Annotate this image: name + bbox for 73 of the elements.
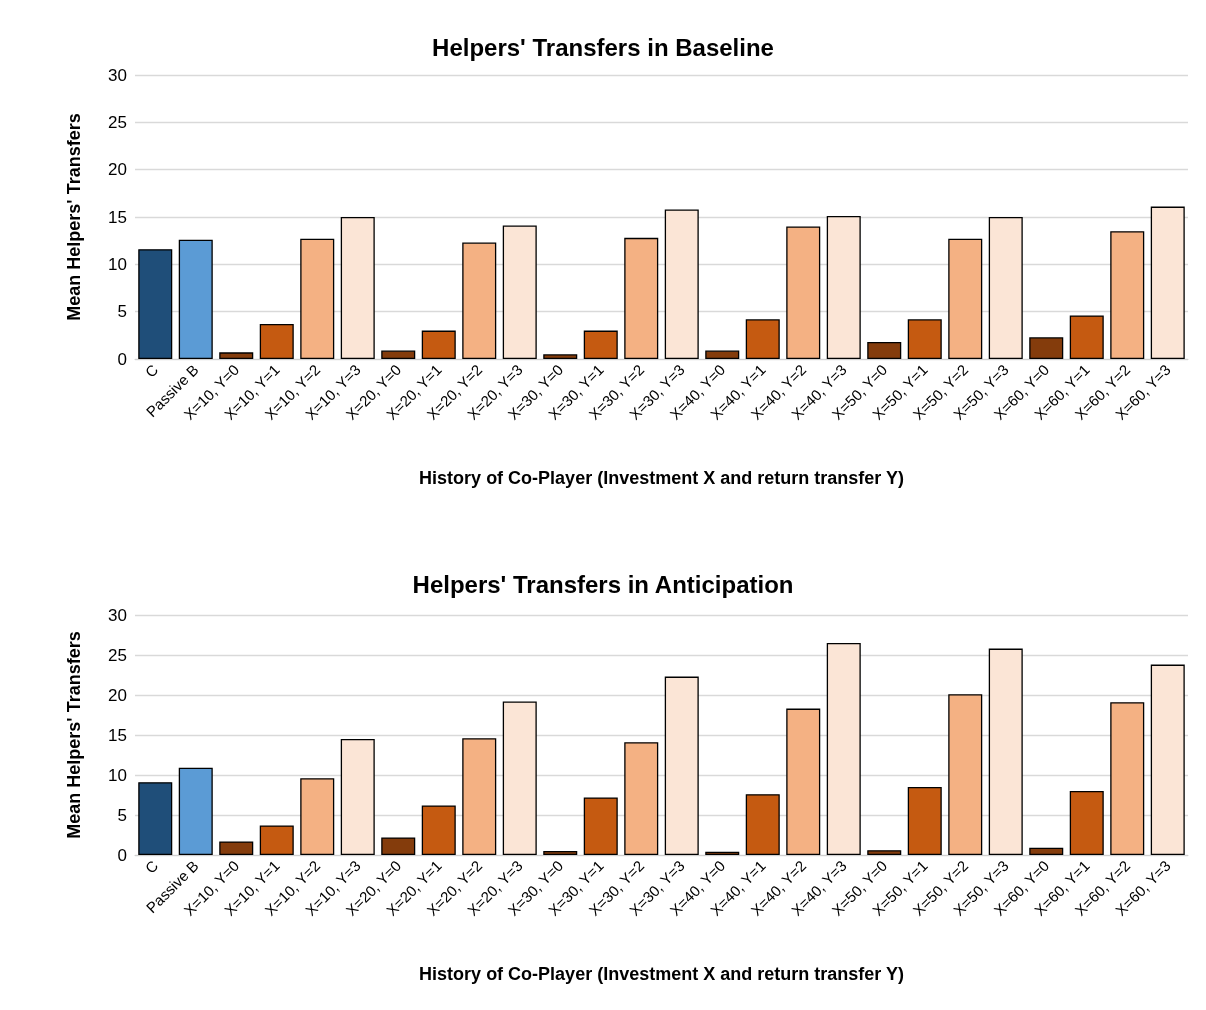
bar — [178, 239, 213, 359]
bar — [786, 226, 821, 359]
bar — [340, 739, 375, 855]
bar — [219, 841, 254, 855]
bar — [1029, 337, 1064, 359]
bar — [259, 323, 294, 359]
y-tick-label: 10 — [108, 765, 127, 785]
y-tick-label: 10 — [108, 254, 127, 274]
bar — [543, 851, 578, 855]
bar — [907, 787, 942, 855]
bar — [219, 352, 254, 359]
y-tick-label: 30 — [108, 65, 127, 85]
y-tick-label: 20 — [108, 160, 127, 180]
bar — [1029, 847, 1064, 855]
bar — [583, 797, 618, 855]
y-axis-title: Mean Helpers' Transfers — [64, 113, 84, 321]
bar — [138, 249, 173, 359]
bar — [543, 354, 578, 359]
bar — [421, 330, 456, 359]
bar — [259, 825, 294, 855]
bar — [381, 837, 416, 855]
bar — [867, 341, 902, 359]
bar — [1110, 702, 1145, 855]
y-tick-label: 5 — [117, 805, 127, 825]
bar — [948, 238, 983, 359]
bar — [867, 850, 902, 855]
y-tick-label: 0 — [117, 845, 127, 865]
bar — [705, 350, 740, 359]
bar — [462, 738, 497, 855]
bar — [502, 701, 537, 855]
bar — [300, 778, 335, 855]
bar — [381, 350, 416, 359]
x-axis-title: History of Co-Player (Investment X and return transfer Y) — [419, 964, 904, 984]
bar — [948, 694, 983, 855]
bar — [138, 782, 173, 855]
y-tick-label: 25 — [108, 112, 127, 132]
y-tick-label: 30 — [108, 605, 127, 625]
y-tick-label: 15 — [108, 725, 127, 745]
bar — [340, 217, 375, 359]
bar — [786, 708, 821, 855]
y-tick-label: 25 — [108, 645, 127, 665]
bar — [421, 805, 456, 855]
y-axis-title: Mean Helpers' Transfers — [64, 631, 84, 839]
bar — [502, 225, 537, 359]
y-tick-label: 5 — [117, 302, 127, 322]
bar — [826, 216, 861, 359]
bar — [1150, 664, 1185, 855]
bar — [664, 676, 699, 855]
bar — [826, 643, 861, 855]
bar — [583, 330, 618, 359]
chart-title: Helpers' Transfers in Baseline — [432, 33, 774, 61]
x-tick-label: C — [141, 856, 162, 877]
bar — [462, 242, 497, 359]
y-tick-label: 0 — [117, 349, 127, 369]
bar — [178, 767, 213, 855]
bar — [1069, 315, 1104, 359]
bar — [624, 237, 659, 359]
y-tick-label: 20 — [108, 685, 127, 705]
x-axis-title: History of Co-Player (Investment X and return transfer Y) — [419, 468, 904, 488]
bar — [907, 319, 942, 359]
y-tick-label: 15 — [108, 207, 127, 227]
chart-title: Helpers' Transfers in Anticipation — [412, 570, 794, 598]
bar — [745, 794, 780, 855]
bar — [1110, 231, 1145, 359]
bar — [988, 648, 1023, 855]
bar — [745, 319, 780, 359]
bar — [664, 209, 699, 359]
bar — [1069, 791, 1104, 855]
x-tick-label: C — [141, 360, 162, 381]
bar — [624, 742, 659, 855]
bar — [300, 238, 335, 359]
bar — [1150, 206, 1185, 359]
bar — [988, 217, 1023, 359]
